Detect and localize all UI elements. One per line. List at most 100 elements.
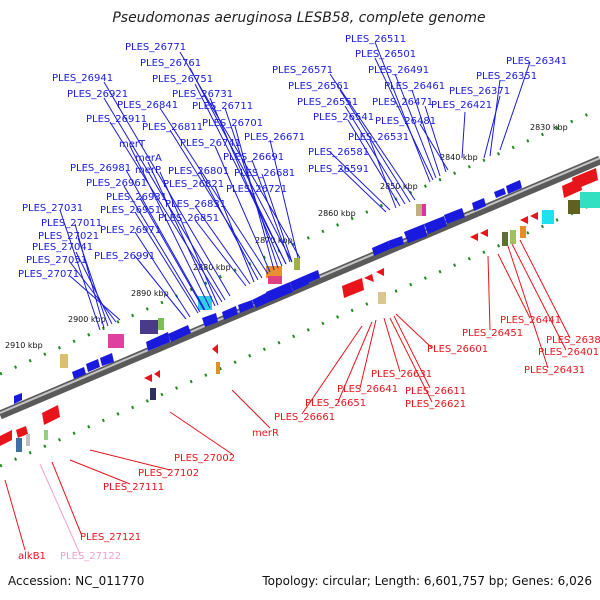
gene-label[interactable]: PLES_26601 [427, 344, 488, 355]
gene-arrow[interactable] [480, 229, 488, 237]
gene-arrow[interactable] [388, 236, 404, 249]
gene-label[interactable]: PLES_26751 [152, 74, 213, 85]
gene-label[interactable]: PLES_26631 [371, 369, 432, 380]
feature-box[interactable] [520, 226, 526, 238]
gene-arrow[interactable] [222, 306, 238, 320]
gene-arrow[interactable] [252, 292, 271, 308]
gene-label[interactable]: PLES_26691 [223, 152, 284, 163]
gene-label[interactable]: PLES_26381 [546, 335, 600, 346]
gene-arrow[interactable] [146, 332, 170, 351]
gene-label[interactable]: PLES_26591 [308, 164, 369, 175]
feature-box[interactable] [108, 334, 124, 348]
feature-box[interactable] [268, 276, 282, 284]
feature-box[interactable] [580, 192, 600, 208]
gene-arrow[interactable] [424, 216, 447, 234]
gene-label[interactable]: PLES_26941 [52, 73, 113, 84]
feature-box[interactable] [294, 258, 300, 270]
gene-arrow[interactable] [100, 353, 114, 366]
feature-box[interactable] [60, 354, 68, 368]
gene-arrow[interactable] [444, 208, 465, 224]
gene-label[interactable]: PLES_26931 [106, 192, 167, 203]
feature-box[interactable] [158, 318, 164, 330]
gene-label[interactable]: PLES_26371 [449, 86, 510, 97]
gene-label[interactable]: PLES_26491 [368, 65, 429, 76]
gene-label[interactable]: merA [135, 153, 162, 164]
gene-arrow[interactable] [530, 212, 538, 220]
gene-label[interactable]: PLES_26771 [125, 42, 186, 53]
feature-box[interactable] [140, 320, 158, 334]
gene-label[interactable]: PLES_26831 [165, 199, 226, 210]
feature-box[interactable] [416, 204, 422, 216]
gene-label[interactable]: PLES_27071 [18, 269, 79, 280]
gene-arrow[interactable] [470, 233, 478, 241]
gene-label[interactable]: PLES_26721 [226, 184, 287, 195]
gene-label[interactable]: PLES_26581 [308, 147, 369, 158]
gene-label[interactable]: PLES_27011 [41, 218, 102, 229]
gene-arrow[interactable] [520, 216, 528, 224]
gene-label[interactable]: PLES_26971 [100, 225, 161, 236]
gene-label[interactable]: PLES_27021 [38, 231, 99, 242]
gene-label[interactable]: PLES_26681 [234, 168, 295, 179]
gene-label[interactable]: PLES_26951 [100, 205, 161, 216]
gene-arrow[interactable] [290, 275, 309, 291]
gene-arrow[interactable] [86, 359, 100, 372]
gene-arrow[interactable] [144, 374, 152, 382]
gene-label[interactable]: PLES_26821 [163, 179, 224, 190]
gene-label[interactable]: merP [135, 165, 161, 176]
gene-label[interactable]: PLES_26981 [70, 163, 131, 174]
gene-label[interactable]: PLES_26621 [405, 399, 466, 410]
gene-label[interactable]: PLES_26441 [500, 315, 561, 326]
gene-arrow[interactable] [404, 224, 427, 243]
feature-box[interactable] [502, 232, 508, 246]
gene-label[interactable]: PLES_26351 [476, 71, 537, 82]
gene-label[interactable]: PLES_26661 [274, 412, 335, 423]
gene-label[interactable]: PLES_26701 [202, 118, 263, 129]
gene-label[interactable]: merR [252, 428, 279, 439]
gene-arrow[interactable] [364, 274, 374, 282]
gene-label[interactable]: PLES_26511 [345, 34, 406, 45]
gene-arrow[interactable] [376, 268, 384, 276]
gene-label[interactable]: PLES_27111 [103, 482, 164, 493]
gene-label[interactable]: PLES_26461 [384, 81, 445, 92]
feature-box[interactable] [26, 434, 30, 446]
gene-arrow[interactable] [14, 393, 22, 404]
feature-box[interactable] [16, 438, 22, 452]
feature-box[interactable] [266, 266, 282, 278]
feature-box[interactable] [542, 210, 554, 224]
gene-label[interactable]: PLES_26471 [372, 97, 433, 108]
gene-label[interactable]: PLES_26741 [180, 138, 241, 149]
feature-box[interactable] [510, 230, 516, 244]
gene-label[interactable]: PLES_26731 [172, 89, 233, 100]
gene-label[interactable]: PLES_27002 [174, 453, 235, 464]
gene-label[interactable]: alkB1 [18, 551, 46, 562]
gene-arrow[interactable] [154, 370, 160, 378]
feature-box[interactable] [422, 204, 426, 216]
gene-label[interactable]: PLES_26841 [117, 100, 178, 111]
gene-label[interactable]: PLES_26651 [305, 398, 366, 409]
gene-label[interactable]: PLES_26761 [140, 58, 201, 69]
gene-label[interactable]: PLES_26811 [142, 122, 203, 133]
gene-arrow[interactable] [472, 198, 486, 211]
gene-label[interactable]: PLES_26541 [313, 112, 374, 123]
gene-label[interactable]: PLES_26801 [168, 166, 229, 177]
gene-arrow[interactable] [342, 278, 364, 298]
gene-arrow[interactable] [306, 270, 320, 283]
gene-arrow[interactable] [572, 168, 598, 190]
feature-box[interactable] [568, 200, 580, 214]
gene-label[interactable]: PLES_26501 [355, 49, 416, 60]
gene-arrow[interactable] [72, 367, 86, 379]
gene-label[interactable]: PLES_26571 [272, 65, 333, 76]
gene-label[interactable]: PLES_26531 [348, 132, 409, 143]
gene-arrow[interactable] [266, 282, 293, 302]
gene-arrow[interactable] [506, 180, 522, 194]
feature-box[interactable] [378, 292, 386, 304]
gene-arrow[interactable] [0, 430, 12, 446]
gene-label[interactable]: PLES_26851 [158, 213, 219, 224]
gene-label[interactable]: PLES_26481 [375, 116, 436, 127]
gene-label[interactable]: PLES_26401 [538, 347, 599, 358]
gene-label[interactable]: PLES_26431 [524, 365, 585, 376]
gene-arrow[interactable] [42, 405, 60, 425]
gene-label[interactable]: PLES_27102 [138, 468, 199, 479]
gene-label[interactable]: PLES_26671 [244, 132, 305, 143]
gene-arrow[interactable] [238, 300, 254, 313]
